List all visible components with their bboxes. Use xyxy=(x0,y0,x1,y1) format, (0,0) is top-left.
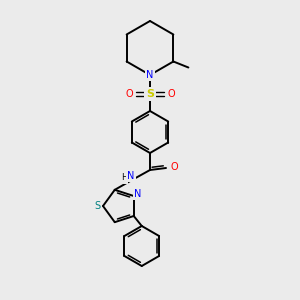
Text: S: S xyxy=(146,89,154,99)
Text: S: S xyxy=(94,201,100,211)
Text: N: N xyxy=(134,189,141,199)
Text: O: O xyxy=(170,162,178,172)
Text: N: N xyxy=(127,171,135,181)
Text: O: O xyxy=(167,89,175,99)
Text: O: O xyxy=(125,89,133,99)
Text: H: H xyxy=(121,173,127,182)
Text: N: N xyxy=(146,70,154,80)
